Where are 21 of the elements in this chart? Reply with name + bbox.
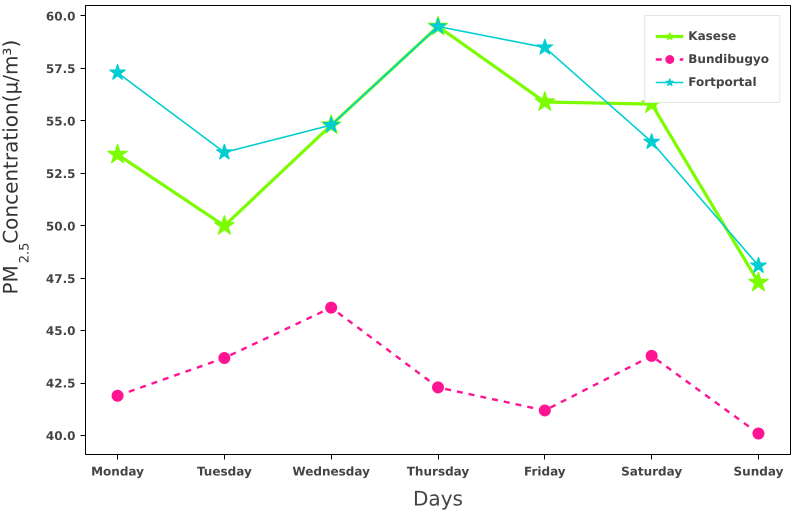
- x-tick-label: Tuesday: [196, 464, 252, 478]
- x-tick-label: Thursday: [406, 464, 470, 478]
- y-tick-label: 55.0: [46, 114, 76, 128]
- y-tick-label: 52.5: [46, 166, 76, 181]
- y-tick-label: 60.0: [46, 9, 76, 24]
- legend-label: Kasese: [688, 29, 736, 43]
- x-axis-title: Days: [413, 486, 463, 510]
- x-tick-label: Friday: [524, 464, 566, 478]
- y-tick-label: 57.5: [46, 62, 76, 76]
- x-tick-label: Saturday: [621, 464, 682, 478]
- legend-label: Fortportal: [688, 75, 757, 89]
- y-tick-label: 45.0: [46, 324, 76, 338]
- y-tick-label: 42.5: [46, 376, 76, 391]
- x-tick-label: Sunday: [734, 464, 784, 478]
- y-axis-title: PM2.5 Concentration(μ/m³): [0, 40, 32, 294]
- x-tick-label: Monday: [91, 464, 144, 478]
- y-tick-label: 47.5: [46, 272, 76, 286]
- x-tick-label: Wednesday: [292, 464, 370, 478]
- y-tick-label: 40.0: [46, 429, 76, 444]
- legend-label: Bundibugyo: [688, 52, 769, 66]
- y-tick-label: 50.0: [46, 219, 76, 234]
